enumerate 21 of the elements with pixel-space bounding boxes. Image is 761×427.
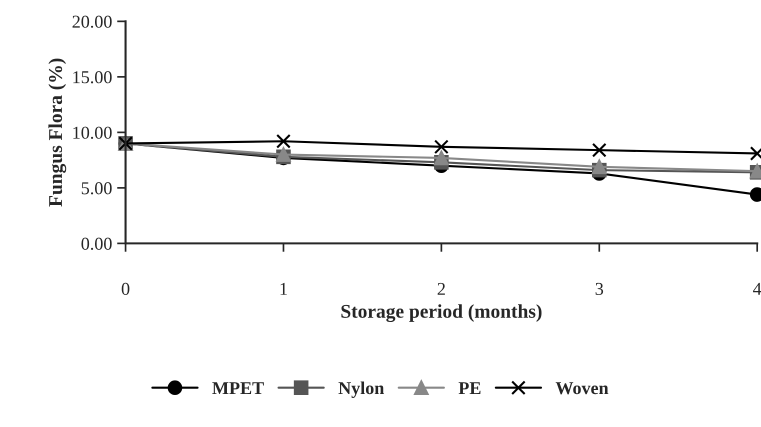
y-axis-title: Fungus Flora (%) bbox=[48, 58, 66, 207]
legend-label: Woven bbox=[556, 382, 608, 394]
y-tick-label: 0.00 bbox=[81, 238, 112, 250]
point bbox=[434, 140, 449, 154]
legend-label: MPET bbox=[212, 382, 264, 394]
y-tick-label: 10.00 bbox=[73, 126, 112, 139]
point bbox=[434, 150, 449, 166]
x-tick-label: 1 bbox=[280, 282, 287, 295]
point bbox=[592, 142, 607, 158]
x-tick-label: 2 bbox=[438, 282, 445, 295]
legend-label: PE bbox=[458, 382, 480, 394]
point bbox=[592, 159, 607, 174]
x-tick-label: 0 bbox=[122, 282, 130, 295]
x-tick-label: 3 bbox=[596, 282, 604, 295]
x-axis-title: Storage period (months) bbox=[341, 304, 542, 322]
legend-label: Nylon bbox=[338, 382, 384, 398]
point bbox=[276, 134, 291, 149]
y-tick-label: 20.00 bbox=[72, 16, 112, 28]
x-tick-label: 4 bbox=[753, 282, 761, 295]
y-tick-label: 5.00 bbox=[82, 182, 112, 194]
y-tick-label: 15.00 bbox=[73, 71, 112, 84]
